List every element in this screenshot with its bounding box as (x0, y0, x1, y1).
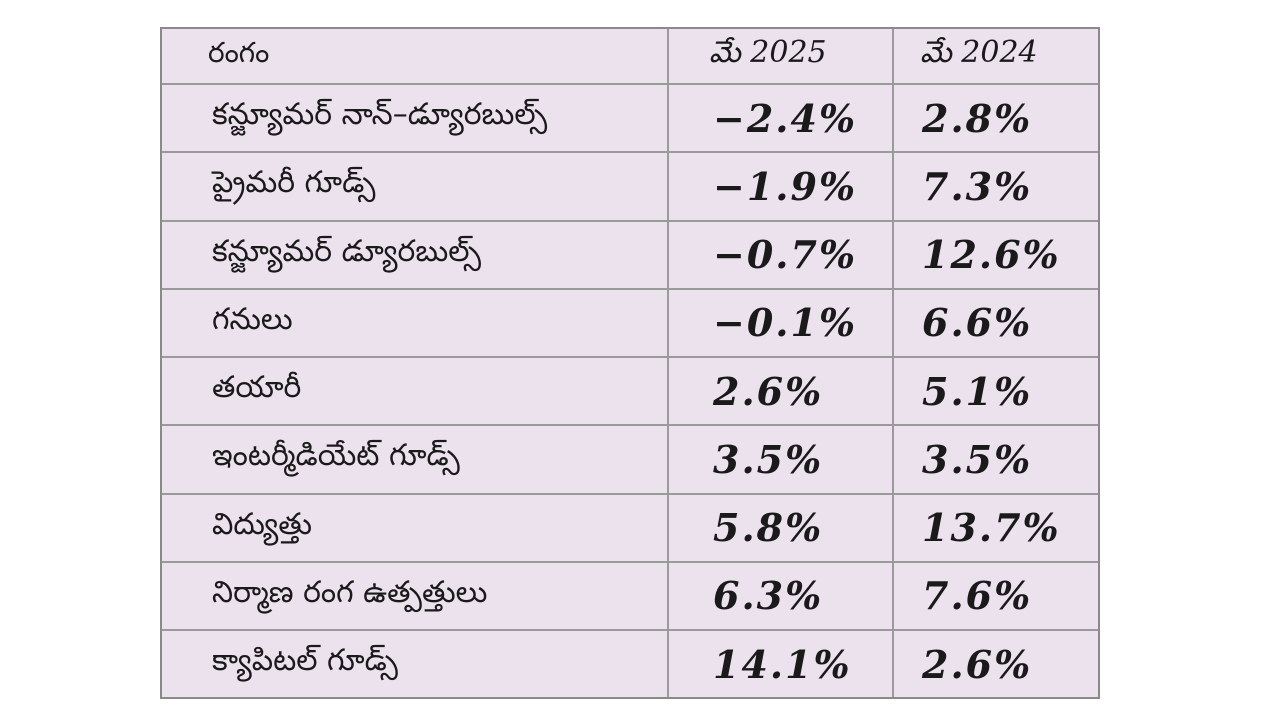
may-2025-cell: −0.1% (667, 287, 894, 359)
table-row: ప్రైమరీ గూడ్స్ −1.9% 7.3% (162, 151, 1098, 222)
may-2024-cell: 12.6% (892, 219, 1098, 290)
may-2025-cell: 5.8% (667, 492, 894, 563)
sector-cell: గనులు (162, 287, 669, 359)
header-may-2024: మే 2024 (892, 29, 1098, 85)
table-row: నిర్మాణ రంగ ఉత్పత్తులు 6.3% 7.6% (162, 560, 1098, 632)
may-2025-cell: 2.6% (667, 356, 894, 427)
may-2025-cell: 14.1% (667, 629, 894, 697)
may-2024-cell: 2.6% (892, 629, 1098, 697)
sector-cell: ప్రైమరీ గూడ్స్ (162, 151, 669, 222)
table-row: ఇంటర్మీడియేట్ గూడ్స్ 3.5% 3.5% (162, 424, 1098, 495)
header-may-2025: మే 2025 (667, 29, 894, 85)
may-2025-cell: 3.5% (667, 424, 894, 495)
may-2024-cell: 5.1% (892, 356, 1098, 427)
may-2024-cell: 13.7% (892, 492, 1098, 563)
sector-cell: కన్జ్యూమర్ డ్యూరబుల్స్ (162, 219, 669, 290)
may-2024-cell: 7.6% (892, 560, 1098, 632)
may-2024-cell: 6.6% (892, 287, 1098, 359)
sector-cell: విద్యుత్తు (162, 492, 669, 563)
table-row: విద్యుత్తు 5.8% 13.7% (162, 492, 1098, 563)
growth-table-container: రంగం మే 2025 మే 2024 కన్జ్యూమర్ నాన్–డ్య… (160, 27, 1100, 699)
table-row: కన్జ్యూమర్ డ్యూరబుల్స్ −0.7% 12.6% (162, 219, 1098, 290)
sector-growth-table: రంగం మే 2025 మే 2024 కన్జ్యూమర్ నాన్–డ్య… (162, 29, 1098, 697)
table-row: క్యాపిటల్ గూడ్స్ 14.1% 2.6% (162, 629, 1098, 697)
may-2024-cell: 7.3% (892, 151, 1098, 222)
sector-cell: క్యాపిటల్ గూడ్స్ (162, 629, 669, 697)
may-2025-cell: −1.9% (667, 151, 894, 222)
header-sector: రంగం (162, 29, 669, 85)
may-2024-cell: 3.5% (892, 424, 1098, 495)
sector-cell: నిర్మాణ రంగ ఉత్పత్తులు (162, 560, 669, 632)
table-row: కన్జ్యూమర్ నాన్–డ్యూరబుల్స్ −2.4% 2.8% (162, 82, 1098, 154)
may-2025-cell: −0.7% (667, 219, 894, 290)
sector-cell: ఇంటర్మీడియేట్ గూడ్స్ (162, 424, 669, 495)
table-header-row: రంగం మే 2025 మే 2024 (162, 29, 1098, 85)
table-row: తయారీ 2.6% 5.1% (162, 356, 1098, 427)
may-2025-cell: −2.4% (667, 82, 894, 154)
may-2024-cell: 2.8% (892, 82, 1098, 154)
sector-cell: తయారీ (162, 356, 669, 427)
may-2025-cell: 6.3% (667, 560, 894, 632)
table-row: గనులు −0.1% 6.6% (162, 287, 1098, 359)
sector-cell: కన్జ్యూమర్ నాన్–డ్యూరబుల్స్ (162, 82, 669, 154)
